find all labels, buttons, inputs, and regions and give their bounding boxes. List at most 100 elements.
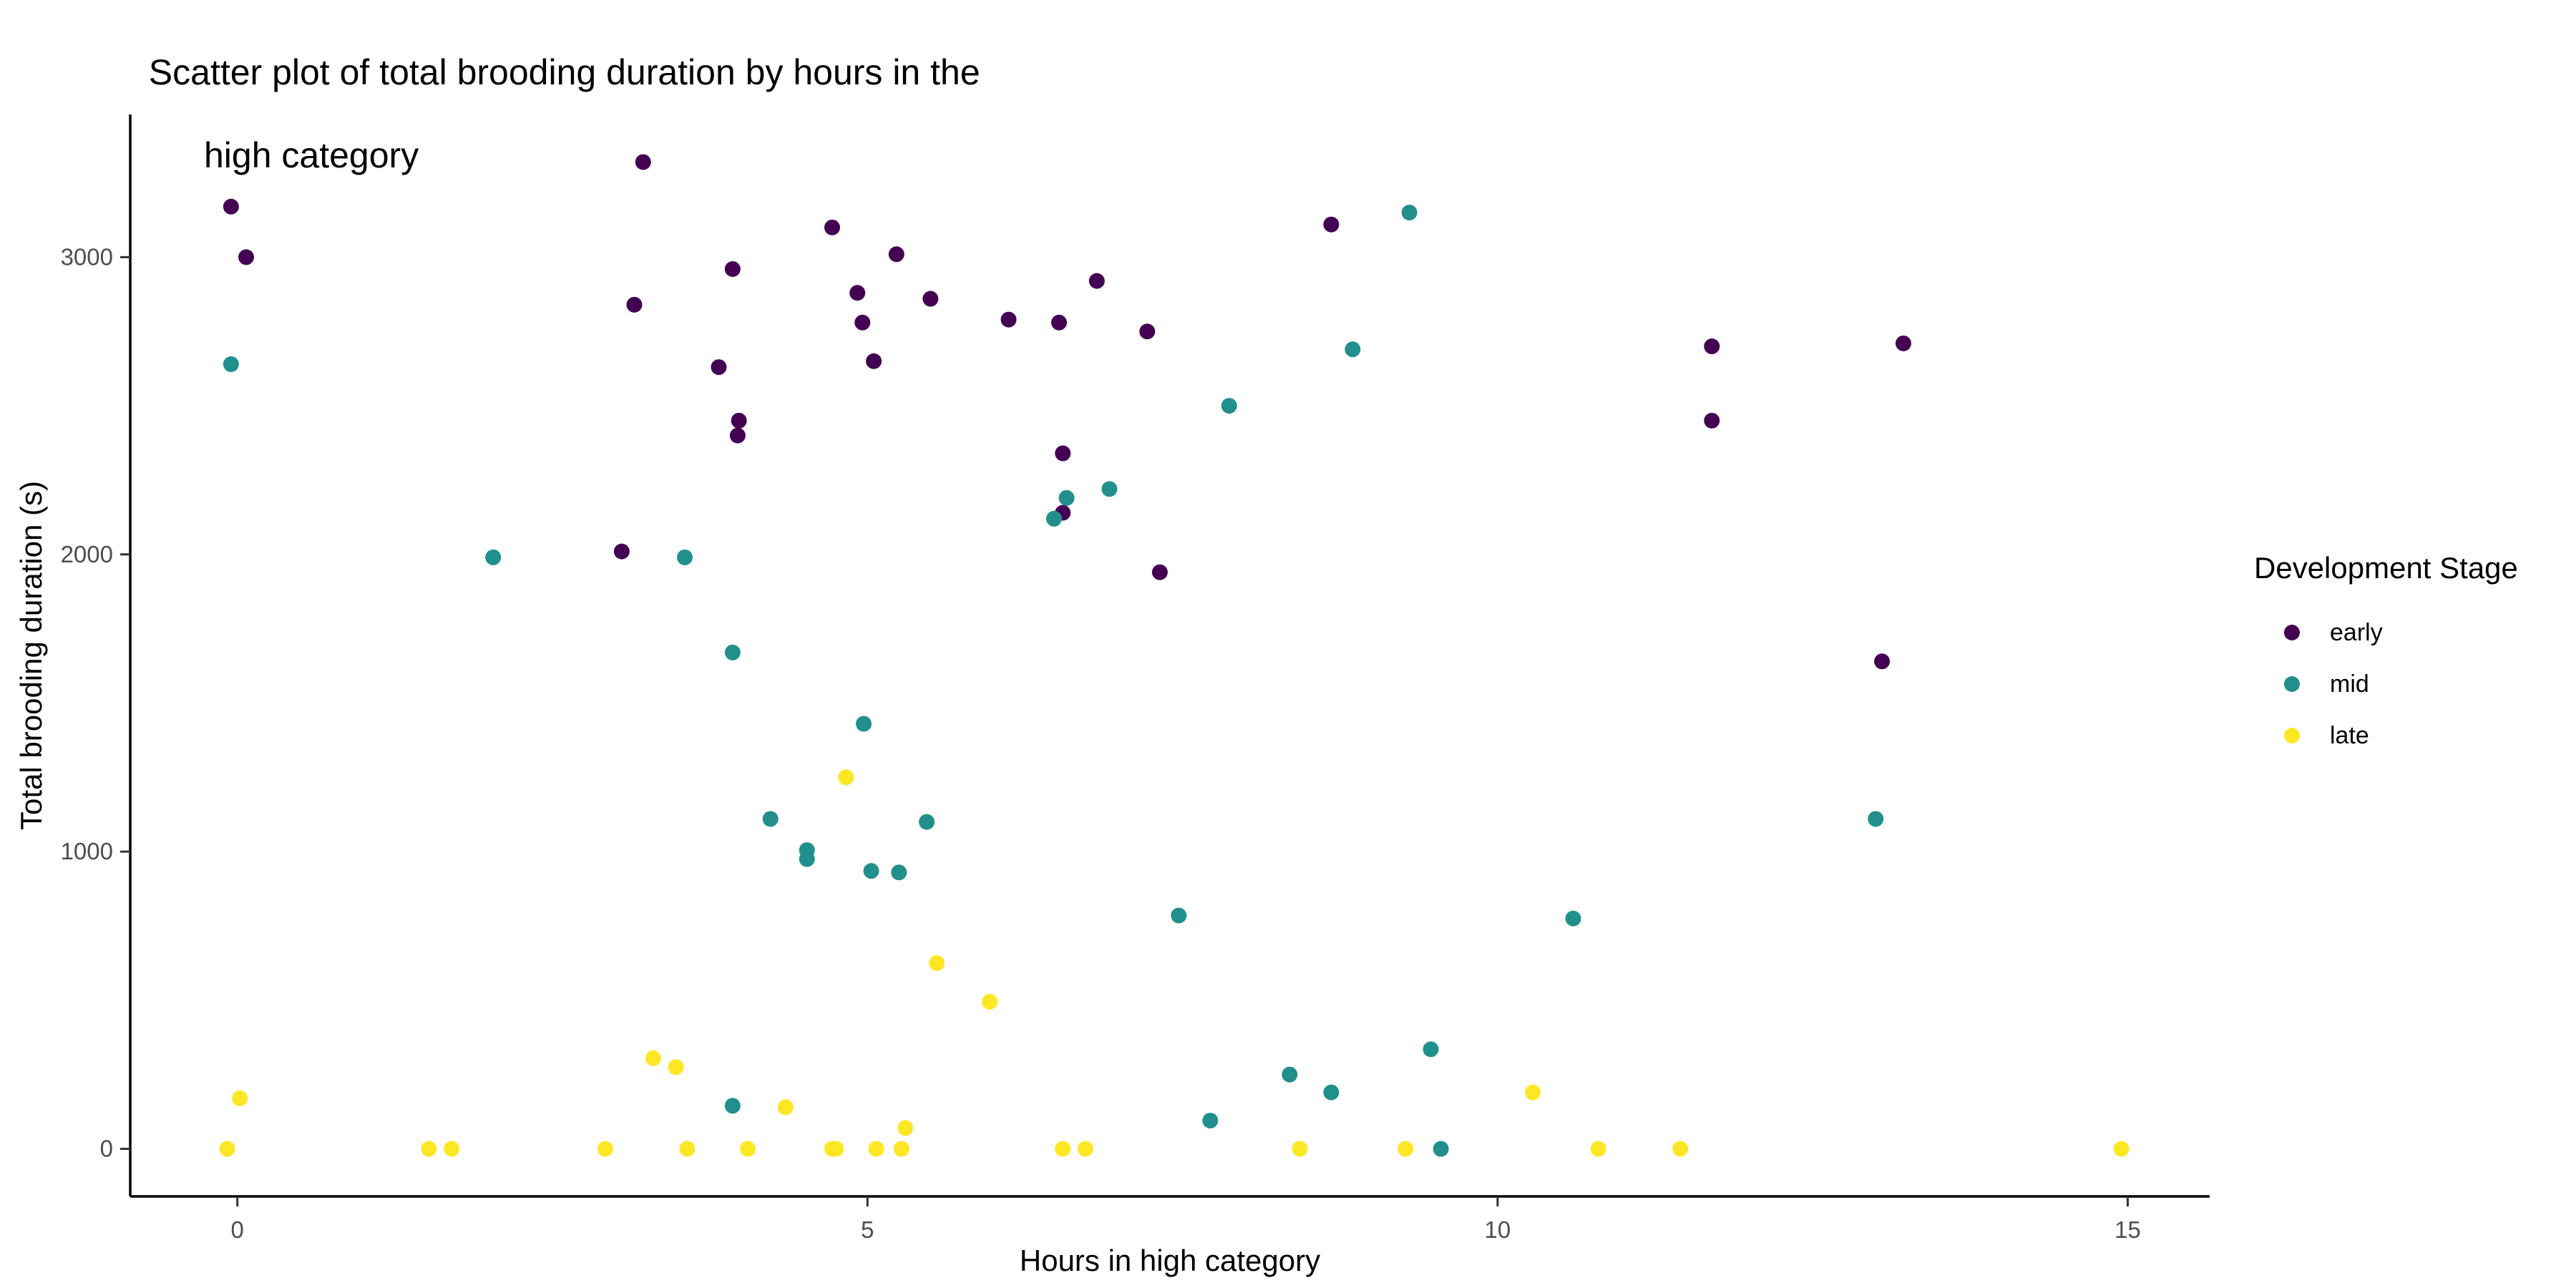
legend-item-early: early (2254, 607, 2518, 658)
data-point-early (1323, 216, 1340, 233)
data-point-early (1088, 273, 1105, 289)
legend-label-late: late (2330, 721, 2369, 749)
data-point-early (1055, 445, 1071, 462)
x-tick-label: 5 (861, 1216, 874, 1243)
data-point-mid (919, 814, 935, 830)
data-point-late (777, 1099, 794, 1116)
data-point-late (929, 955, 945, 971)
legend-item-mid: mid (2254, 658, 2518, 710)
data-point-mid (1202, 1113, 1219, 1129)
data-point-early (1704, 412, 1720, 429)
data-point-mid (799, 851, 815, 867)
data-point-early (866, 353, 882, 369)
data-point-mid (1345, 341, 1361, 358)
data-point-late (2113, 1141, 2129, 1157)
data-point-mid (1565, 910, 1581, 927)
data-point-early (888, 246, 904, 263)
x-axis-label: Hours in high category (1020, 1244, 1320, 1277)
data-point-early (849, 285, 866, 301)
data-point-early (729, 427, 746, 444)
data-point-early (1051, 314, 1068, 331)
data-point-late (1292, 1141, 1308, 1157)
data-point-late (1525, 1084, 1541, 1101)
data-point-early (238, 249, 255, 265)
data-point-mid (485, 549, 502, 565)
data-point-mid (863, 863, 879, 879)
data-point-mid (1433, 1141, 1449, 1157)
data-point-early (1704, 338, 1720, 354)
data-point-early (731, 412, 747, 429)
data-point-mid (762, 811, 779, 827)
data-point-early (223, 198, 239, 215)
legend-title: Development Stage (2254, 551, 2518, 585)
data-point-mid (724, 1098, 741, 1114)
data-point-late (1590, 1141, 1606, 1157)
x-tick-label: 0 (231, 1216, 244, 1243)
data-point-mid (676, 549, 693, 565)
data-point-mid (1221, 398, 1237, 414)
data-point-early (711, 359, 727, 376)
x-tick-label: 10 (1485, 1216, 1511, 1243)
chart-title-line-2: high category (204, 135, 419, 175)
data-point-late (897, 1120, 914, 1136)
data-point-early (1151, 564, 1168, 580)
data-point-mid (1423, 1041, 1439, 1058)
data-point-late (828, 1141, 844, 1157)
data-point-early (635, 154, 651, 170)
data-point-early (854, 314, 871, 331)
data-point-late (444, 1141, 460, 1157)
data-point-late (893, 1141, 909, 1157)
y-tick-label: 1000 (61, 838, 113, 864)
legend: Development Stage early mid late (2254, 551, 2518, 761)
data-point-mid (891, 864, 907, 881)
data-point-late (838, 769, 854, 786)
data-point-mid (1101, 481, 1118, 497)
data-point-early (626, 296, 643, 313)
data-point-early (1139, 323, 1156, 340)
data-point-late (679, 1141, 696, 1157)
data-point-early (1896, 335, 1912, 351)
data-point-late (232, 1090, 248, 1106)
data-point-late (868, 1141, 884, 1157)
legend-label-mid: mid (2330, 670, 2369, 698)
x-tick-label: 15 (2114, 1216, 2141, 1243)
legend-swatch-early (2284, 625, 2300, 640)
data-point-late (421, 1141, 437, 1157)
y-tick-label: 0 (100, 1136, 113, 1162)
y-axis-label: Total brooding duration (s) (14, 481, 48, 830)
data-point-mid (724, 644, 741, 660)
data-point-early (724, 261, 741, 277)
legend-label-early: early (2330, 618, 2383, 646)
data-point-mid (1282, 1066, 1298, 1083)
data-point-early (1874, 653, 1890, 670)
chart-title: Scatter plot of total brooding duration … (129, 10, 1202, 218)
data-point-early (824, 219, 840, 235)
legend-swatch-late (2284, 728, 2300, 743)
data-point-late (1055, 1141, 1071, 1157)
data-point-late (1672, 1141, 1689, 1157)
data-point-late (668, 1059, 684, 1075)
data-point-mid (1171, 907, 1187, 924)
data-point-mid (1058, 489, 1075, 506)
data-point-late (597, 1141, 613, 1157)
legend-item-late: late (2254, 710, 2518, 761)
data-point-early (1000, 311, 1017, 328)
data-point-early (922, 291, 939, 307)
data-point-mid (1323, 1084, 1340, 1101)
y-tick-label: 2000 (61, 541, 113, 567)
data-point-late (982, 993, 998, 1010)
data-point-mid (1868, 811, 1884, 827)
data-point-late (1077, 1141, 1093, 1157)
data-point-mid (1401, 205, 1418, 221)
data-point-mid (856, 716, 872, 732)
data-point-mid (223, 356, 239, 372)
data-point-late (739, 1141, 756, 1157)
data-point-late (645, 1050, 661, 1066)
data-point-early (613, 543, 630, 560)
chart-title-line-1: Scatter plot of total brooding duration … (148, 52, 980, 92)
legend-swatch-mid (2284, 676, 2300, 692)
data-point-late (219, 1141, 235, 1157)
data-point-mid (1045, 510, 1062, 527)
data-point-late (1397, 1141, 1414, 1157)
